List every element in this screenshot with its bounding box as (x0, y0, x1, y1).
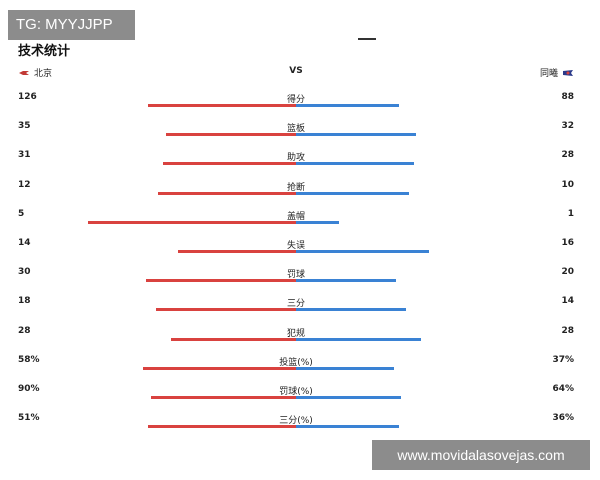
stat-bar-right (296, 396, 401, 399)
stat-label: 罚球 (286, 270, 305, 281)
stat-left-value: 28 (18, 325, 31, 336)
stat-left-value: 31 (18, 150, 31, 161)
stat-right-value: 28 (561, 150, 574, 161)
stat-bar-right (296, 425, 399, 429)
stat-bar-right (296, 162, 414, 166)
stat-bar-left (143, 366, 296, 370)
stat-row: 12 抢断 10 (18, 180, 574, 200)
stat-label: 失误 (286, 241, 305, 251)
stat-left-value: 30 (18, 267, 31, 278)
stat-row: 18 三分 14 (18, 296, 574, 316)
stat-row: 126 得分 88 (18, 92, 574, 112)
stat-left-value: 35 (18, 121, 31, 132)
team-right: 同曦 (540, 66, 574, 79)
stat-left-value: 58% (18, 354, 40, 365)
stat-right-value: 32 (561, 121, 574, 132)
stat-bar-left (171, 337, 296, 341)
stat-row: 14 失误 16 (18, 238, 574, 258)
stat-row: 28 犯规 28 (18, 326, 574, 346)
team-left: 北京 (18, 66, 52, 79)
team-left-logo-icon (19, 70, 29, 75)
stat-left-value: 14 (18, 238, 31, 248)
stat-bar-right (296, 104, 399, 107)
stat-right-value: 88 (561, 92, 574, 102)
stat-label: 篮板 (286, 124, 305, 135)
stat-bar-left (88, 220, 296, 224)
vs-label: VS (289, 66, 303, 76)
stat-bar-right (296, 133, 416, 137)
stat-left-value: 126 (18, 92, 37, 102)
stat-label: 三分 (286, 299, 305, 310)
stat-bar-left (156, 308, 296, 312)
page-title: 技术统计 (18, 44, 71, 59)
stat-label: 抢断 (286, 182, 305, 193)
stat-right-value: 10 (561, 179, 574, 190)
stat-right-value: 20 (561, 267, 574, 278)
stat-bar-left (146, 279, 296, 283)
stat-label: 罚球(%) (279, 387, 313, 397)
team-right-name: 同曦 (539, 69, 558, 79)
stat-row: 90% 罚球(%) 64% (18, 384, 574, 404)
stat-bar-right (296, 250, 429, 253)
stat-bar-right (296, 220, 339, 224)
stat-label: 得分 (286, 95, 305, 105)
stat-left-value: 18 (18, 296, 31, 307)
stat-left-value: 5 (18, 208, 25, 219)
stat-bar-right (296, 191, 409, 195)
watermark-bottom: www.movidalasovejas.com (372, 440, 590, 470)
stat-bar-right (296, 279, 396, 283)
stat-right-value: 28 (561, 325, 574, 336)
stat-bar-left (166, 133, 296, 137)
stat-row: 58% 投篮(%) 37% (18, 355, 574, 375)
stat-bar-left (148, 104, 296, 107)
stat-left-value: 51% (18, 413, 40, 424)
stat-bar-left (158, 191, 296, 195)
stat-right-value: 64% (552, 384, 574, 394)
stat-right-value: 1 (567, 208, 574, 219)
stat-row: 30 罚球 20 (18, 267, 574, 287)
stat-label: 投篮(%) (279, 357, 313, 368)
stat-label: 犯规 (286, 328, 305, 339)
stat-label: 三分(%) (279, 416, 313, 427)
stat-label: 助攻 (286, 153, 305, 164)
team-header: 北京 VS 同曦 (18, 66, 574, 80)
stat-bar-left (151, 396, 296, 399)
stat-bar-right (296, 308, 406, 312)
team-left-name: 北京 (34, 69, 53, 79)
stat-bar-right (296, 337, 421, 341)
stat-right-value: 16 (561, 238, 574, 248)
stat-bar-left (163, 162, 296, 166)
stat-left-value: 12 (18, 179, 31, 190)
divider (358, 38, 376, 40)
stat-bar-left (178, 250, 296, 253)
stat-row: 35 篮板 32 (18, 121, 574, 141)
stat-right-value: 37% (552, 354, 574, 365)
stat-bar-right (296, 366, 394, 370)
stat-label: 盖帽 (286, 211, 305, 222)
stat-right-value: 14 (561, 296, 574, 307)
stat-row: 5 盖帽 1 (18, 209, 574, 229)
watermark-top: TG: MYYJJPP (8, 10, 135, 40)
stat-row: 51% 三分(%) 36% (18, 413, 574, 433)
stat-row: 31 助攻 28 (18, 150, 574, 170)
stat-bar-left (148, 425, 296, 429)
team-right-logo-icon (563, 69, 573, 76)
stat-left-value: 90% (18, 384, 40, 394)
stat-right-value: 36% (552, 413, 574, 424)
